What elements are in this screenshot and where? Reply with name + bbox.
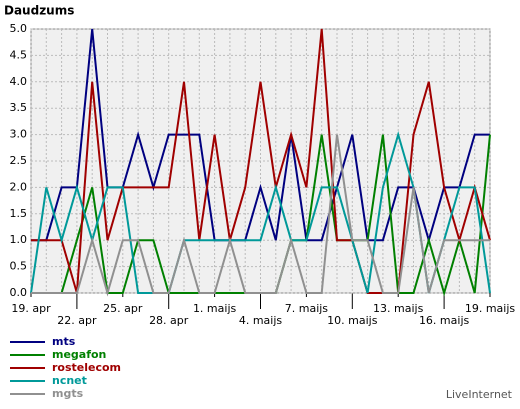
y-tick-label: 4.0 [10,75,28,88]
series-line [31,134,490,297]
x-tick-label: 16. maijs [419,314,470,327]
y-tick-label: 1.5 [10,207,28,220]
x-tick-label: 28. apr [149,314,189,327]
chart-title: Daudzums [4,4,74,18]
y-tick-label: 3.0 [10,128,28,141]
legend-label: mts [52,335,76,348]
x-tick-label: 4. maijs [239,314,283,327]
legend-label: mgts [52,387,84,400]
y-tick-label: 0.0 [10,286,28,299]
x-tick-label: 19. maijs [465,302,516,315]
x-tick-label: 19. apr [11,302,51,315]
legend-label: ncnet [52,374,87,387]
y-tick-label: 2.0 [10,180,28,193]
footer: LiveInternet [446,388,513,401]
y-tick-label: 1.0 [10,233,28,246]
y-tick-label: 3.5 [10,101,28,114]
y-tick-label: 2.5 [10,154,28,167]
y-tick-label: 4.5 [10,48,28,61]
x-tick-label: 1. maijs [193,302,237,315]
y-tick-label: 0.5 [10,260,28,273]
x-tick-label: 22. apr [57,314,97,327]
x-tick-label: 25. apr [103,302,143,315]
y-tick-label: 5.0 [10,22,28,35]
series-line [31,28,491,294]
x-tick-label: 7. maijs [285,302,329,315]
x-tick-label: 10. maijs [327,314,378,327]
x-tick-label: 13. maijs [373,302,424,315]
legend-label: rostelecom [52,361,121,374]
legend-label: megafon [52,348,106,361]
